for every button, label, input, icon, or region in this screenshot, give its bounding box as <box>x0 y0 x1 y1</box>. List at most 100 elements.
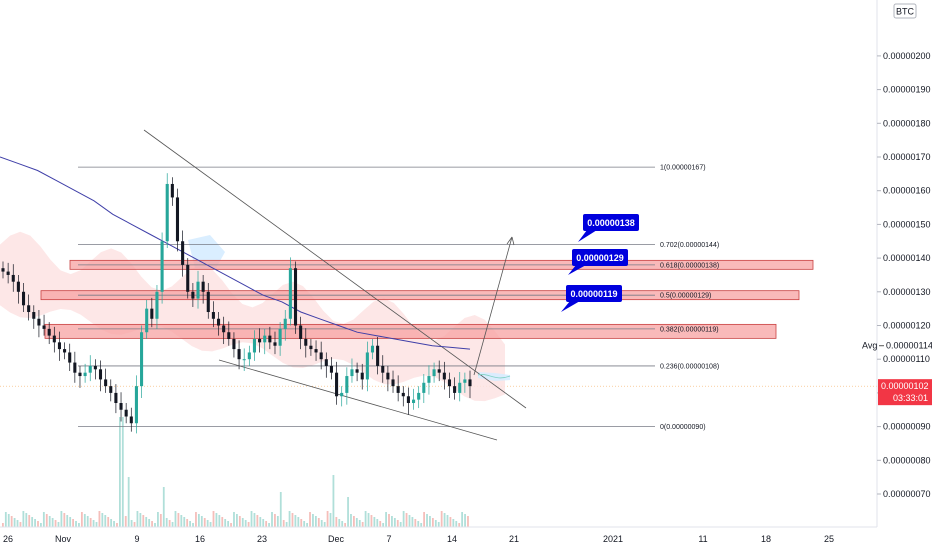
volume-bar <box>379 521 382 527</box>
x-tick-label: Dec <box>328 534 345 544</box>
y-tick-label: 0.00000180 <box>883 118 931 128</box>
volume-bar <box>206 520 209 527</box>
candle-body <box>114 392 118 404</box>
volume-bar <box>253 513 256 527</box>
wedge-upper-line <box>143 129 527 409</box>
candle-body <box>216 318 221 326</box>
x-tick-label: 16 <box>195 534 205 544</box>
candle-body <box>211 312 215 319</box>
volume-bar <box>28 515 31 527</box>
wedge-lower-line <box>218 359 498 441</box>
volume-bar <box>417 521 420 527</box>
volume-bar <box>19 522 22 527</box>
currency-badge-label: BTC <box>896 7 915 17</box>
lagging-line <box>477 374 511 379</box>
volume-bar <box>203 518 206 527</box>
ma-line <box>0 156 471 350</box>
candle-body <box>68 352 72 363</box>
candle-body <box>463 379 467 383</box>
volume-bar <box>440 511 443 527</box>
candle-body <box>299 325 303 339</box>
volume-bar <box>4 512 7 527</box>
candle-body <box>165 183 169 242</box>
volume-bar <box>405 513 408 527</box>
y-tick-label: 0.00000070 <box>883 489 931 499</box>
volume-bar <box>101 513 104 527</box>
volume-bar <box>411 517 414 527</box>
volume-bar <box>238 516 241 527</box>
candle-body <box>124 409 128 417</box>
volume-bar <box>57 522 60 527</box>
fibonacci-levels: 1(0.00000167) 0.702(0.00000144) 0.618(0.00… <box>78 165 719 431</box>
volume-bar <box>7 514 10 527</box>
volume-bar <box>197 514 200 527</box>
volume-bar <box>306 523 308 527</box>
candle-body <box>458 382 462 393</box>
volume-bar <box>347 497 349 527</box>
volume-bar <box>162 487 165 527</box>
candle-body <box>155 291 159 319</box>
candle-body <box>345 376 349 393</box>
candle-body <box>37 318 41 326</box>
volume-bar <box>338 519 341 527</box>
volume-bar <box>326 511 329 527</box>
candle-body <box>417 392 421 400</box>
volume-bar <box>461 512 464 527</box>
y-tick-label: 0.00000120 <box>883 321 931 331</box>
volume-bar <box>78 523 80 527</box>
candle-body <box>391 379 395 387</box>
volume-bar <box>107 517 110 527</box>
volume-bar <box>423 512 425 527</box>
candle-body <box>401 392 405 397</box>
volume-bar <box>121 417 124 527</box>
volume-bar <box>66 515 69 527</box>
candle-body <box>47 328 51 336</box>
volume-bar <box>414 519 417 527</box>
candle-body <box>206 291 210 313</box>
candle-body <box>104 379 108 387</box>
candle-body <box>370 345 375 353</box>
candle-body <box>1 268 5 272</box>
avg-label: Avg <box>862 341 877 351</box>
avg-value: 0.00000114 <box>886 341 932 351</box>
volume-bar <box>139 513 142 527</box>
candle-body <box>42 325 46 329</box>
volume-bar <box>189 521 191 527</box>
volume-bar <box>429 516 431 527</box>
volume-bar <box>329 513 332 527</box>
x-tick-label: 7 <box>386 534 391 544</box>
callout-pointer <box>561 301 580 312</box>
candle-body <box>73 362 77 373</box>
volume-bar <box>367 513 370 527</box>
volume-bar <box>426 514 428 527</box>
volume-bar <box>373 517 376 527</box>
fib-label: 0.618(0.00000138) <box>660 262 719 269</box>
candle-body <box>57 342 61 350</box>
volume-bar <box>42 512 45 527</box>
volume-bar <box>54 520 57 527</box>
volume-bar <box>165 518 168 527</box>
volume-bar <box>388 514 390 527</box>
fib-label: 0.702(0.00000144) <box>660 242 719 249</box>
candle-body <box>129 416 133 424</box>
y-tick-label: 0.00000160 <box>883 186 931 196</box>
volume-bar <box>364 511 367 527</box>
volume-bar <box>10 516 13 527</box>
volume-bar <box>446 515 449 527</box>
volume-bar <box>34 519 36 527</box>
volume-bar <box>350 514 352 527</box>
volume-bar <box>236 514 238 527</box>
candle-body <box>360 372 364 380</box>
volume-bar <box>247 522 250 527</box>
volume-bar <box>148 519 151 527</box>
volume-bar <box>370 515 373 527</box>
candle-body <box>21 291 26 306</box>
y-tick-label: 0.00000110 <box>883 354 930 364</box>
volume-bar <box>230 523 232 527</box>
fib-label: 0.5(0.00000129) <box>660 293 711 300</box>
volume-bar <box>241 518 244 527</box>
volume-bar <box>113 521 115 527</box>
volume-bar <box>420 523 423 527</box>
